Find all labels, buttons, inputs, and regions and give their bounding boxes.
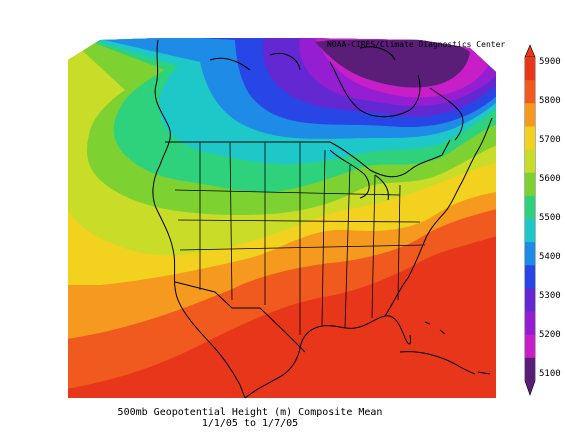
colorbar-cell xyxy=(525,265,535,289)
colorbar-cell xyxy=(525,80,535,104)
state-borders xyxy=(174,141,426,335)
coastlines-and-borders xyxy=(152,39,493,399)
colorbar-cell xyxy=(525,219,535,243)
colorbar-tick-label: 5500 xyxy=(539,213,561,223)
colorbar-tick-label: 5700 xyxy=(539,135,561,145)
hudson-bay xyxy=(329,61,421,118)
colorbar-tick-label: 5100 xyxy=(539,369,561,379)
colorbar-cell xyxy=(525,57,535,81)
colorbar-cell xyxy=(525,126,535,151)
colorbar-cell xyxy=(525,242,535,266)
mexico-gulf-coast xyxy=(244,315,411,399)
arctic-islands xyxy=(209,46,396,71)
colorbar-cell xyxy=(525,334,535,359)
colorbar-cell xyxy=(525,357,535,382)
caption-title: 500mb Geopotential Height (m) Composite … xyxy=(117,407,383,418)
colorbar-cell xyxy=(525,103,535,127)
us-mexico-border xyxy=(174,281,306,353)
florida xyxy=(384,277,409,317)
us-canada-border xyxy=(165,139,451,178)
credit-label: NOAA-CIRES/Climate Diagnostics Center xyxy=(327,40,506,49)
colorbar-tick-label: 5600 xyxy=(539,174,561,184)
contour-bands xyxy=(68,38,496,398)
colorbar-tick-label: 5900 xyxy=(539,57,561,67)
north-america-coast xyxy=(152,39,246,399)
colorbar-cell xyxy=(525,311,535,336)
colorbar-cell xyxy=(525,288,535,313)
caption-dates: 1/1/05 to 1/7/05 xyxy=(201,418,299,429)
colorbar-tick-label: 5800 xyxy=(539,96,561,106)
band-5150 xyxy=(315,40,470,88)
caribbean-islands xyxy=(424,321,491,375)
colorbar-cell xyxy=(525,172,535,197)
great-lakes xyxy=(329,149,389,201)
cuba xyxy=(399,351,476,375)
colorbar-cell xyxy=(525,149,535,174)
labrador xyxy=(429,87,464,141)
colorbar-cell xyxy=(525,195,535,220)
atlantic-coast xyxy=(407,117,493,279)
colorbar-tick-label: 5200 xyxy=(539,330,561,340)
colorbar xyxy=(524,44,536,396)
colorbar-tick-label: 5300 xyxy=(539,291,561,301)
colorbar-tick-label: 5400 xyxy=(539,252,561,262)
